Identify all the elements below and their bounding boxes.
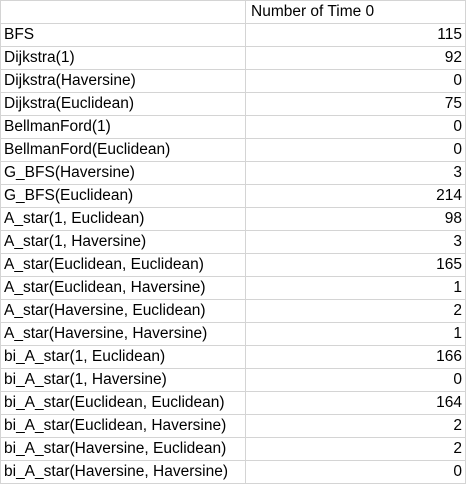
count-cell[interactable]: 0 bbox=[245, 460, 466, 484]
algorithm-cell[interactable]: bi_A_star(Haversine, Haversine) bbox=[0, 460, 246, 484]
count-cell[interactable]: 0 bbox=[245, 138, 466, 162]
table-row: bi_A_star(1, Haversine) 0 bbox=[0, 368, 466, 392]
table-row: bi_A_star(Haversine, Haversine) 0 bbox=[0, 460, 466, 484]
table-row: A_star(1, Haversine) 3 bbox=[0, 230, 466, 254]
table-row: G_BFS(Euclidean) 214 bbox=[0, 184, 466, 208]
count-cell[interactable]: 166 bbox=[245, 345, 466, 369]
algorithm-cell[interactable]: A_star(Euclidean, Euclidean) bbox=[0, 253, 246, 277]
algorithm-cell[interactable]: G_BFS(Haversine) bbox=[0, 161, 246, 185]
header-row: Number of Time 0 bbox=[0, 0, 466, 24]
algorithm-cell[interactable]: A_star(Haversine, Haversine) bbox=[0, 322, 246, 346]
algorithm-cell[interactable]: A_star(1, Euclidean) bbox=[0, 207, 246, 231]
table-row: bi_A_star(Euclidean, Haversine) 2 bbox=[0, 414, 466, 438]
table-row: bi_A_star(Haversine, Euclidean) 2 bbox=[0, 437, 466, 461]
algorithm-cell[interactable]: bi_A_star(Haversine, Euclidean) bbox=[0, 437, 246, 461]
table-row: bi_A_star(Euclidean, Euclidean) 164 bbox=[0, 391, 466, 415]
algorithm-cell[interactable]: Dijkstra(1) bbox=[0, 46, 246, 70]
algorithm-cell[interactable]: bi_A_star(1, Euclidean) bbox=[0, 345, 246, 369]
count-cell[interactable]: 165 bbox=[245, 253, 466, 277]
count-cell[interactable]: 75 bbox=[245, 92, 466, 116]
count-cell[interactable]: 0 bbox=[245, 69, 466, 93]
table-row: Dijkstra(1) 92 bbox=[0, 46, 466, 70]
table-row: Dijkstra(Euclidean) 75 bbox=[0, 92, 466, 116]
table-row: A_star(Haversine, Euclidean) 2 bbox=[0, 299, 466, 323]
count-cell[interactable]: 0 bbox=[245, 368, 466, 392]
table-row: A_star(1, Euclidean) 98 bbox=[0, 207, 466, 231]
table-row: Dijkstra(Haversine) 0 bbox=[0, 69, 466, 93]
algorithm-cell[interactable]: BellmanFord(1) bbox=[0, 115, 246, 139]
count-cell[interactable]: 2 bbox=[245, 437, 466, 461]
table-row: G_BFS(Haversine) 3 bbox=[0, 161, 466, 185]
algorithm-cell[interactable]: bi_A_star(Euclidean, Euclidean) bbox=[0, 391, 246, 415]
count-cell[interactable]: 0 bbox=[245, 115, 466, 139]
algorithm-cell[interactable]: Dijkstra(Haversine) bbox=[0, 69, 246, 93]
algorithm-cell[interactable]: G_BFS(Euclidean) bbox=[0, 184, 246, 208]
algorithm-cell[interactable]: A_star(Euclidean, Haversine) bbox=[0, 276, 246, 300]
count-cell[interactable]: 115 bbox=[245, 23, 466, 47]
table-row: BFS 115 bbox=[0, 23, 466, 47]
table-row: A_star(Haversine, Haversine) 1 bbox=[0, 322, 466, 346]
count-cell[interactable]: 3 bbox=[245, 230, 466, 254]
table-row: A_star(Euclidean, Haversine) 1 bbox=[0, 276, 466, 300]
count-cell[interactable]: 92 bbox=[245, 46, 466, 70]
count-cell[interactable]: 2 bbox=[245, 414, 466, 438]
count-cell[interactable]: 214 bbox=[245, 184, 466, 208]
table-row: A_star(Euclidean, Euclidean) 165 bbox=[0, 253, 466, 277]
algorithm-cell[interactable]: A_star(Haversine, Euclidean) bbox=[0, 299, 246, 323]
algorithm-cell[interactable]: Dijkstra(Euclidean) bbox=[0, 92, 246, 116]
count-cell[interactable]: 2 bbox=[245, 299, 466, 323]
count-cell[interactable]: 164 bbox=[245, 391, 466, 415]
table-row: BellmanFord(1) 0 bbox=[0, 115, 466, 139]
table-row: bi_A_star(1, Euclidean) 166 bbox=[0, 345, 466, 369]
count-cell[interactable]: 3 bbox=[245, 161, 466, 185]
table-row: BellmanFord(Euclidean) 0 bbox=[0, 138, 466, 162]
count-cell[interactable]: 1 bbox=[245, 276, 466, 300]
count-cell[interactable]: 1 bbox=[245, 322, 466, 346]
count-cell[interactable]: 98 bbox=[245, 207, 466, 231]
algorithm-cell[interactable]: BFS bbox=[0, 23, 246, 47]
header-cell-algorithm[interactable] bbox=[0, 0, 246, 24]
algorithm-cell[interactable]: A_star(1, Haversine) bbox=[0, 230, 246, 254]
algorithm-cell[interactable]: bi_A_star(Euclidean, Haversine) bbox=[0, 414, 246, 438]
algorithm-cell[interactable]: BellmanFord(Euclidean) bbox=[0, 138, 246, 162]
header-cell-number-of-time-0[interactable]: Number of Time 0 bbox=[245, 0, 466, 24]
algorithm-cell[interactable]: bi_A_star(1, Haversine) bbox=[0, 368, 246, 392]
